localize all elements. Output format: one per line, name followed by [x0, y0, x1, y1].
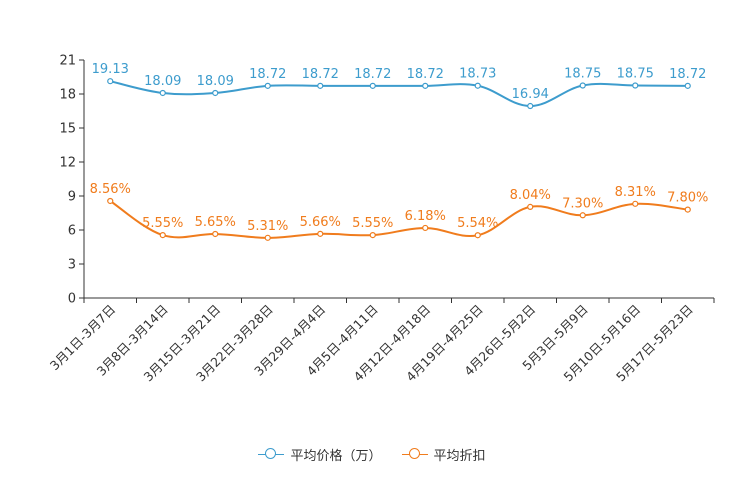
legend-item-price[interactable]: 平均价格（万）: [258, 445, 382, 464]
y-tick-label: 0: [68, 292, 76, 307]
y-tick-label: 9: [68, 190, 76, 205]
data-point: [264, 234, 271, 241]
data-label: 19.13: [92, 62, 129, 77]
data-point: [317, 230, 324, 237]
data-point: [264, 82, 271, 89]
data-point: [422, 224, 429, 232]
data-label: 5.55%: [142, 216, 183, 231]
data-point: [527, 102, 534, 110]
data-point: [527, 203, 534, 210]
data-label: 18.72: [354, 67, 391, 82]
legend-label-discount: 平均折扣: [433, 448, 486, 464]
data-label: 5.55%: [352, 216, 393, 231]
data-label: 8.56%: [90, 182, 131, 197]
data-label: 5.31%: [247, 219, 288, 234]
data-point: [632, 200, 639, 207]
data-point: [422, 82, 429, 89]
legend-item-discount[interactable]: 平均折扣: [401, 445, 486, 464]
y-tick-label: 12: [59, 156, 76, 171]
data-point: [212, 89, 219, 97]
data-point: [369, 232, 376, 239]
data-label: 8.31%: [615, 185, 656, 200]
series-line-price: [110, 80, 688, 108]
data-label: 7.30%: [562, 196, 603, 211]
data-label: 18.75: [617, 67, 654, 82]
data-label: 18.72: [407, 67, 444, 82]
data-point: [474, 232, 481, 239]
data-point: [632, 82, 639, 89]
y-tick-label: 18: [59, 88, 76, 103]
data-label: 5.54%: [457, 216, 498, 231]
data-label: 7.80%: [667, 191, 708, 206]
series-line-discount: [109, 200, 688, 239]
data-point: [317, 82, 324, 89]
data-label: 5.66%: [300, 215, 341, 230]
data-label: 5.65%: [195, 215, 236, 230]
data-label: 18.73: [459, 67, 496, 82]
y-tick-label: 6: [68, 224, 76, 239]
data-label: 6.18%: [405, 209, 446, 224]
data-point: [684, 206, 691, 213]
data-label: 18.09: [144, 74, 181, 89]
data-point: [107, 78, 114, 85]
data-point: [579, 212, 586, 219]
data-point: [212, 230, 219, 238]
data-point: [159, 232, 166, 239]
y-tick-label: 15: [59, 122, 76, 137]
data-point: [107, 197, 114, 205]
data-point: [369, 82, 376, 89]
data-label: 18.09: [197, 74, 234, 89]
data-point: [474, 82, 481, 89]
data-point: [159, 89, 166, 97]
legend: 平均价格（万） 平均折扣: [0, 444, 744, 464]
legend-marker-price: [258, 448, 285, 460]
data-label: 18.75: [564, 67, 601, 82]
y-tick-label: 21: [59, 54, 76, 69]
data-point: [579, 82, 586, 89]
data-label: 18.72: [302, 67, 339, 82]
data-point: [684, 82, 691, 89]
data-label: 18.72: [669, 67, 706, 82]
legend-marker-discount: [401, 448, 428, 460]
data-label: 8.04%: [510, 188, 551, 203]
y-tick-label: 3: [68, 258, 76, 273]
legend-label-price: 平均价格（万）: [290, 448, 382, 464]
data-label: 18.72: [249, 67, 286, 82]
data-label: 16.94: [512, 87, 549, 102]
